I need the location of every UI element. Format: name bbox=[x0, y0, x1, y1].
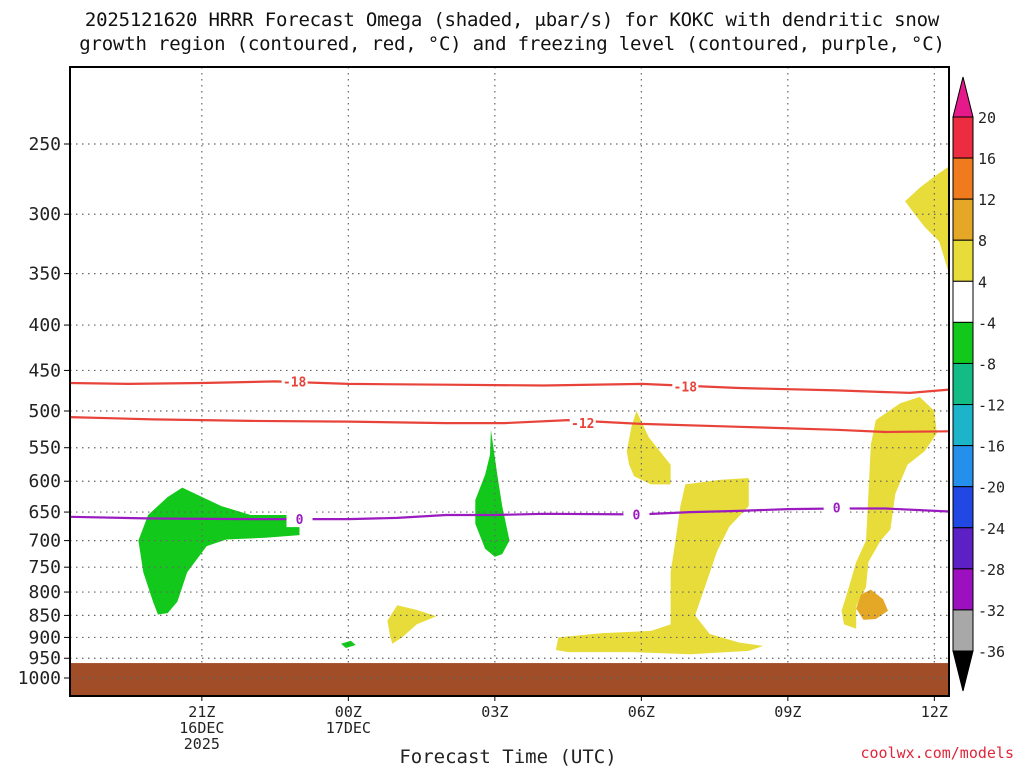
contour-label-bg bbox=[281, 373, 308, 390]
colorbar: 20 16 12 8 4 -4 -8 -12 -16 -20 -24 -28 -32 -36 bbox=[952, 76, 1005, 692]
contour-label-bg bbox=[569, 415, 596, 432]
x-tick-label-00Z-1: 17DEC bbox=[326, 719, 371, 737]
omega-region-0 bbox=[138, 487, 300, 615]
y-axis-ticks: 2503003504004505005506006507007508008509… bbox=[18, 134, 70, 689]
y-tick-label-350: 350 bbox=[28, 264, 61, 285]
colorbar-band-12 bbox=[952, 609, 974, 652]
colorbar-band-10 bbox=[952, 527, 974, 570]
colorbar-label-10: -24 bbox=[978, 520, 1005, 538]
contour-label-0-0: 0 bbox=[296, 513, 304, 528]
title-line-1: 2025121620 HRRR Forecast Omega (shaded, … bbox=[84, 9, 940, 31]
contour-label--12-0: -12 bbox=[571, 417, 594, 432]
omega-region-8 bbox=[856, 589, 888, 620]
colorbar-band-9 bbox=[952, 486, 974, 529]
contour-label-bg bbox=[623, 506, 650, 523]
contour-0 bbox=[70, 507, 949, 521]
colorbar-label-11: -28 bbox=[978, 561, 1005, 579]
y-tick-label-1000: 1000 bbox=[18, 668, 61, 689]
omega-region-2 bbox=[475, 429, 510, 557]
chart-title: 2025121620 HRRR Forecast Omega (shaded, … bbox=[0, 8, 1024, 56]
omega-region-6 bbox=[841, 396, 937, 629]
colorbar-label-5: -4 bbox=[978, 314, 996, 332]
grid-layer bbox=[70, 67, 949, 679]
colorbar-band-2 bbox=[952, 198, 974, 241]
colorbar-band-11 bbox=[952, 568, 974, 611]
y-tick-label-250: 250 bbox=[28, 134, 61, 155]
contour-layer: -18 -18 -12 0 0 0 bbox=[70, 373, 949, 528]
contour-label--18-0: -18 bbox=[283, 375, 307, 390]
y-tick-label-300: 300 bbox=[28, 204, 61, 225]
contour--18 bbox=[70, 380, 949, 395]
omega-region-4 bbox=[626, 411, 671, 485]
omega-region-5 bbox=[555, 478, 764, 655]
y-tick-label-500: 500 bbox=[28, 401, 61, 422]
omega-shading-layer bbox=[138, 166, 949, 655]
y-tick-label-550: 550 bbox=[28, 438, 61, 459]
colorbar-label-6: -8 bbox=[978, 355, 996, 373]
colorbar-band-3 bbox=[952, 239, 974, 282]
surface-fill bbox=[70, 663, 949, 696]
contour-label-0-2: 0 bbox=[833, 501, 841, 516]
colorbar-band-7 bbox=[952, 404, 974, 447]
y-tick-label-450: 450 bbox=[28, 360, 61, 381]
contour-label-bg bbox=[823, 499, 850, 516]
x-tick-label-06Z-0: 06Z bbox=[628, 703, 655, 721]
y-tick-label-600: 600 bbox=[28, 471, 61, 492]
y-tick-label-400: 400 bbox=[28, 315, 61, 336]
contour-label-0-1: 0 bbox=[633, 508, 641, 523]
plot-frame bbox=[69, 66, 950, 697]
colorbar-label-1: 16 bbox=[978, 150, 996, 168]
x-tick-label-03Z-0: 03Z bbox=[481, 703, 508, 721]
colorbar-label-4: 4 bbox=[978, 273, 987, 291]
colorbar-bottom-arrow-icon bbox=[952, 650, 974, 692]
colorbar-label-9: -20 bbox=[978, 479, 1005, 497]
title-line-2: growth region (contoured, red, °C) and f… bbox=[79, 33, 945, 55]
y-tick-label-700: 700 bbox=[28, 531, 61, 552]
x-tick-label-21Z-2: 2025 bbox=[184, 735, 220, 753]
colorbar-band-1 bbox=[952, 157, 974, 200]
colorbar-label-2: 12 bbox=[978, 191, 996, 209]
x-tick-label-12Z-0: 12Z bbox=[921, 703, 948, 721]
contour--12 bbox=[70, 416, 949, 434]
x-tick-label-21Z-1: 16DEC bbox=[179, 719, 224, 737]
contour-label--18-1: -18 bbox=[674, 380, 698, 395]
credit-link[interactable]: coolwx.com/models bbox=[860, 744, 1014, 762]
y-tick-label-750: 750 bbox=[28, 557, 61, 578]
y-tick-label-800: 800 bbox=[28, 582, 61, 603]
colorbar-band-6 bbox=[952, 362, 974, 406]
surface-layer bbox=[70, 663, 949, 696]
colorbar-band-4 bbox=[952, 280, 974, 323]
colorbar-band-8 bbox=[952, 445, 974, 488]
colorbar-label-12: -32 bbox=[978, 602, 1005, 620]
colorbar-label-13: -36 bbox=[978, 643, 1005, 661]
omega-region-7 bbox=[905, 166, 949, 274]
y-tick-label-900: 900 bbox=[28, 627, 61, 648]
y-tick-label-850: 850 bbox=[28, 605, 61, 626]
colorbar-label-3: 8 bbox=[978, 232, 987, 250]
colorbar-label-8: -16 bbox=[978, 438, 1005, 456]
omega-region-3 bbox=[387, 605, 437, 644]
contour-label-bg bbox=[672, 378, 699, 395]
y-tick-label-650: 650 bbox=[28, 502, 61, 523]
colorbar-label-7: -12 bbox=[978, 397, 1005, 415]
x-tick-label-21Z-0: 21Z bbox=[188, 703, 215, 721]
y-tick-label-950: 950 bbox=[28, 648, 61, 669]
x-tick-label-09Z-0: 09Z bbox=[774, 703, 801, 721]
colorbar-top-arrow-icon bbox=[952, 76, 974, 118]
contour-label-bg bbox=[286, 511, 313, 528]
colorbar-band-5 bbox=[952, 321, 974, 364]
x-axis-label: Forecast Time (UTC) bbox=[399, 746, 616, 768]
x-tick-label-00Z-0: 00Z bbox=[335, 703, 362, 721]
colorbar-label-0: 20 bbox=[978, 109, 996, 127]
colorbar-band-0 bbox=[952, 116, 974, 159]
